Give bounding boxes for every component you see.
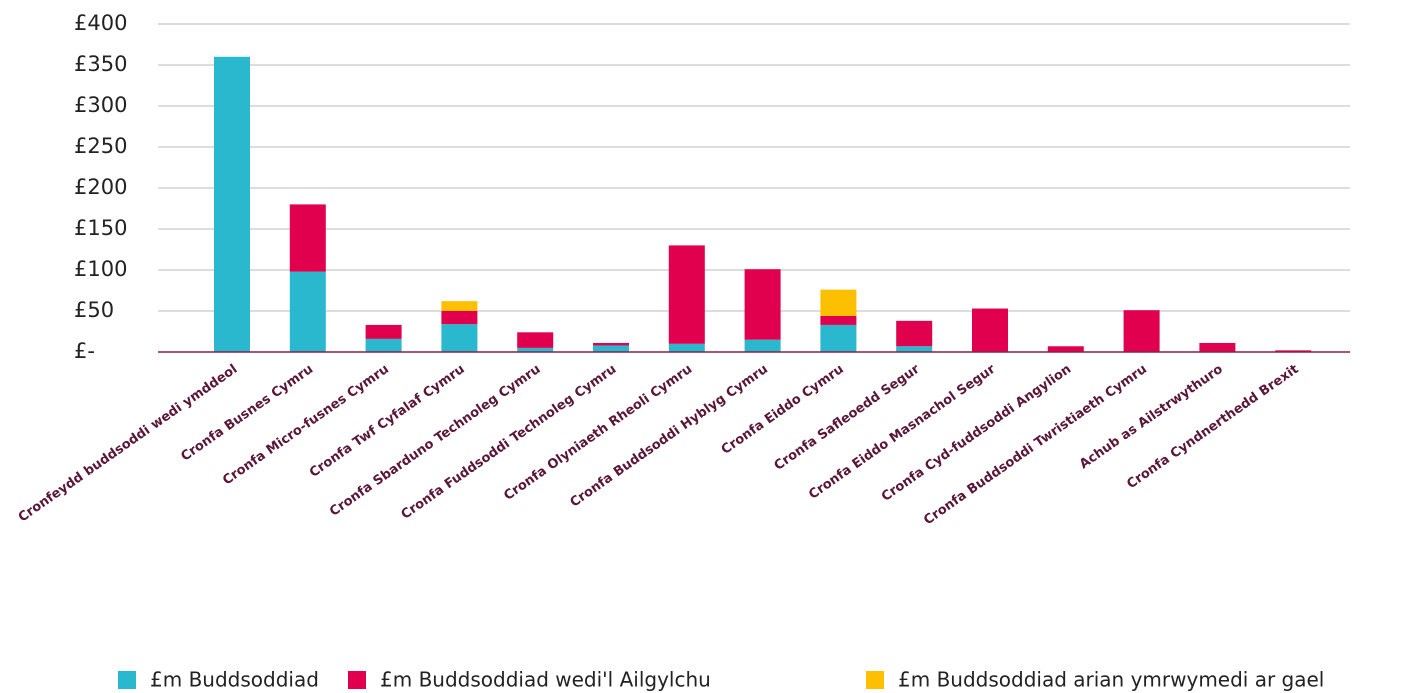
bar-segment <box>896 320 933 347</box>
y-tick-label: £50 <box>74 298 114 322</box>
bar-segment <box>668 245 705 344</box>
bar-segment <box>972 308 1008 352</box>
bar-segment <box>593 345 629 352</box>
y-tick-label: £- <box>74 339 95 363</box>
legend-label: £m Buddsoddiad arian ymrwymedi ar gael <box>898 668 1324 692</box>
bar-segment <box>289 271 326 352</box>
y-tick-label: £350 <box>74 52 127 76</box>
y-tick-label: £100 <box>74 257 127 281</box>
y-tick-label: £250 <box>74 134 127 158</box>
y-tick-label: £200 <box>74 175 127 199</box>
legend-swatch <box>118 671 136 689</box>
y-tick-label: £400 <box>74 11 127 35</box>
bar-segment <box>289 204 326 272</box>
x-tick-label: Achub as Ailstrwythuro <box>1077 362 1226 472</box>
bar-segment <box>214 56 250 353</box>
bar-segment <box>1199 342 1236 352</box>
legend-swatch <box>866 671 884 689</box>
x-tick-label: Cronfa Safleoedd Segur <box>772 362 923 474</box>
x-tick-label: Cronfa Twf Cyfalaf Cymru <box>307 362 468 481</box>
bar-segment <box>441 324 478 352</box>
bar-segment <box>441 311 478 325</box>
bar-segment <box>1123 310 1160 352</box>
bar-segment <box>365 324 402 339</box>
x-tick-label: Cronfa Eiddo Cymru <box>719 362 847 458</box>
bar-segment <box>441 301 478 311</box>
bar-segment <box>517 347 554 352</box>
bar-segment <box>896 346 933 352</box>
bar-segment <box>365 338 402 352</box>
bar-segment <box>1275 350 1312 352</box>
bar-segment <box>820 324 857 352</box>
bar-segment <box>668 343 705 352</box>
bar-segment <box>820 289 857 316</box>
y-tick-label: £300 <box>74 93 127 117</box>
bar-segment <box>517 332 554 348</box>
bar-segment <box>820 315 857 325</box>
y-tick-label: £150 <box>74 216 127 240</box>
legend-label: £m Buddsoddiad <box>150 668 319 692</box>
bar-segment <box>1047 346 1084 352</box>
x-tick-label: Cronfa Busnes Cymru <box>178 362 316 465</box>
bar-segment <box>744 339 781 352</box>
legend-swatch <box>348 671 366 689</box>
bar-segment <box>744 269 781 340</box>
bar-segment <box>593 342 629 346</box>
legend-label: £m Buddsoddiad wedi'l Ailgylchu <box>380 668 711 692</box>
